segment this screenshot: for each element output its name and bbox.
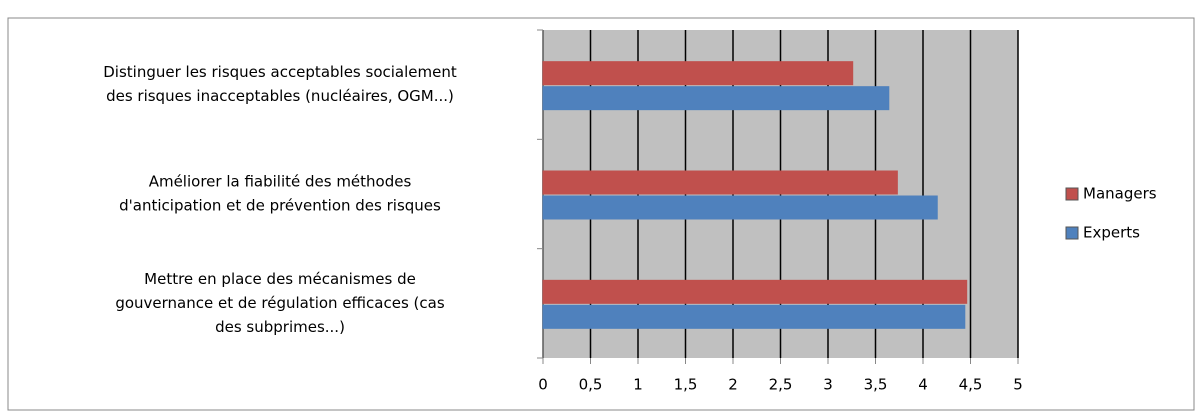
y-tick-label: des risques inacceptables (nucléaires, O… bbox=[106, 87, 454, 105]
x-tick-label: 4,5 bbox=[959, 376, 983, 394]
x-tick-label: 5 bbox=[1013, 376, 1023, 394]
y-tick-label: des subprimes...) bbox=[215, 318, 345, 336]
y-tick-label: Améliorer la fiabilité des méthodes bbox=[149, 173, 412, 191]
x-tick-label: 3,5 bbox=[864, 376, 888, 394]
legend-swatch bbox=[1065, 187, 1079, 201]
bar bbox=[542, 279, 968, 304]
x-tick-label: 3 bbox=[823, 376, 833, 394]
x-tick-label: 1 bbox=[633, 376, 643, 394]
legend-label: Experts bbox=[1083, 224, 1140, 242]
x-tick-label: 2 bbox=[728, 376, 738, 394]
y-tick-label: Distinguer les risques acceptables socia… bbox=[103, 63, 457, 81]
x-tick-label: 2,5 bbox=[769, 376, 793, 394]
x-tick-label: 4 bbox=[918, 376, 928, 394]
y-tick-label: gouvernance et de régulation efficaces (… bbox=[115, 294, 445, 312]
legend-swatch bbox=[1065, 226, 1079, 240]
bar bbox=[542, 61, 854, 86]
bar bbox=[542, 170, 898, 195]
bar bbox=[542, 304, 966, 329]
x-tick-label: 0 bbox=[538, 376, 548, 394]
x-tick-label: 1,5 bbox=[674, 376, 698, 394]
y-tick-label: d'anticipation et de prévention des risq… bbox=[119, 197, 441, 215]
bar bbox=[542, 86, 890, 111]
y-tick-label: Mettre en place des mécanismes de bbox=[144, 270, 416, 288]
legend-label: Managers bbox=[1083, 185, 1157, 203]
x-tick-label: 0,5 bbox=[579, 376, 603, 394]
bar bbox=[542, 195, 938, 220]
